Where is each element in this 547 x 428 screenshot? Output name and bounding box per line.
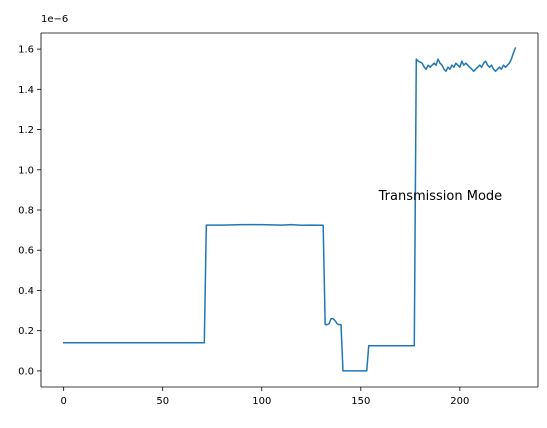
x-tick-label: 200 [450, 396, 469, 407]
y-tick-label: 0.4 [18, 286, 34, 297]
y-tick-label: 0.0 [18, 366, 34, 377]
x-tick-label: 0 [60, 396, 66, 407]
x-tick-label: 50 [156, 396, 169, 407]
transmission-mode-annotation: Transmission Mode [378, 189, 503, 204]
x-tick-label: 100 [252, 396, 271, 407]
x-tick-label: 150 [351, 396, 370, 407]
y-axis-exponent-label: 1e−6 [41, 14, 68, 25]
series-line-0 [62, 47, 517, 372]
y-tick-label: 1.2 [18, 125, 34, 136]
y-tick-label: 1.0 [18, 165, 34, 176]
y-tick-label: 0.2 [18, 326, 34, 337]
y-tick-label: 0.6 [18, 246, 34, 257]
y-tick-label: 1.4 [18, 85, 34, 96]
y-tick-label: 0.8 [18, 206, 34, 217]
plot-area [62, 47, 517, 372]
y-tick-label: 1.6 [18, 45, 34, 56]
axes: 0 50 100 150 200 0.0 0.2 0.4 0.6 0.8 1.0 1.2 1.4 1.6 [18, 32, 539, 407]
